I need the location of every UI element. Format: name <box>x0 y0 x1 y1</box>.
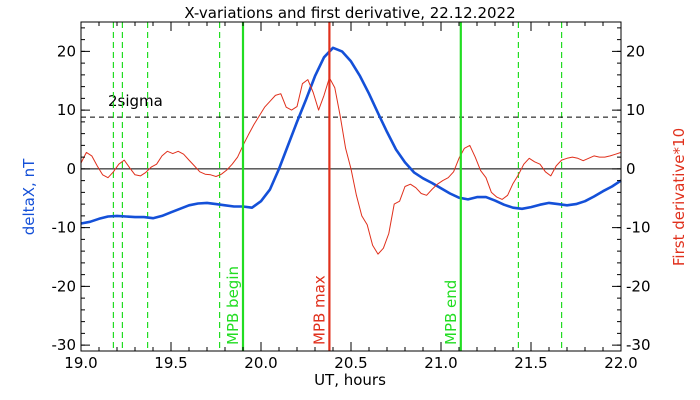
x-tick-label: 20.5 <box>334 354 367 372</box>
y-tick-label-right: 0 <box>626 160 636 178</box>
plot-frame <box>80 21 622 352</box>
chart-title: X-variations and first derivative, 22.12… <box>184 4 515 22</box>
sigma-label: 2sigma <box>108 92 163 110</box>
y-tick-label-left: 20 <box>57 42 76 60</box>
y-tick-label-left: -20 <box>52 277 77 295</box>
y-tick-label-left: 0 <box>66 160 76 178</box>
x-tick-label: 19.0 <box>64 354 97 372</box>
y-tick-label-right: -10 <box>626 219 651 237</box>
y-axis-label-left: deltaX, nT <box>20 158 38 235</box>
x-tick-label: 21.0 <box>424 354 457 372</box>
x-tick-label: 19.5 <box>154 354 187 372</box>
mpb-end-label: MPB end <box>442 280 460 345</box>
x-tick-label: 22.0 <box>604 354 637 372</box>
x-tick-label: 20.0 <box>244 354 277 372</box>
plot-area: MPB begin MPB max MPB end 19.0 19.5 20.0 20.5 2… <box>52 21 651 372</box>
y-tick-label-right: -30 <box>626 336 651 354</box>
deltaX-series-line <box>80 46 622 225</box>
mpb-max-label: MPB max <box>310 275 328 345</box>
y-tick-label-right: -20 <box>626 277 651 295</box>
y-axis-label-right: First derivative*10 <box>670 128 688 266</box>
y-tick-label-left: -30 <box>52 336 77 354</box>
x-axis-label: UT, hours <box>314 371 386 389</box>
y-tick-label-right: 20 <box>626 42 645 60</box>
mpb-begin-label: MPB begin <box>224 266 242 345</box>
y-tick-label-right: 10 <box>626 101 645 119</box>
y-tick-label-left: -10 <box>52 219 77 237</box>
y-tick-label-left: 10 <box>57 101 76 119</box>
derivative-series-line <box>80 77 622 255</box>
x-tick-label: 21.5 <box>514 354 547 372</box>
